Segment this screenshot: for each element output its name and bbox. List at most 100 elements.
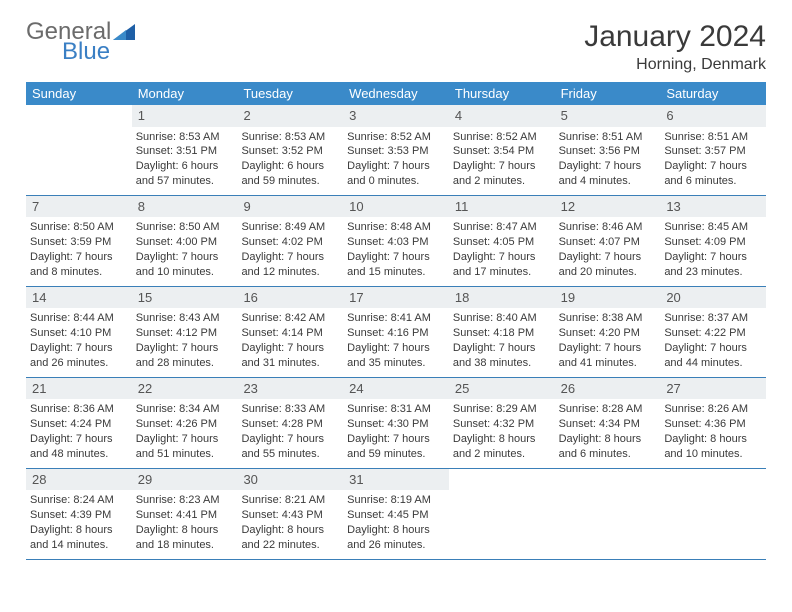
sunset-text: Sunset: 3:57 PM <box>664 144 762 159</box>
sunset-text: Sunset: 3:56 PM <box>559 144 657 159</box>
daylight-text: Daylight: 7 hours <box>347 341 445 356</box>
daylight-text: Daylight: 7 hours <box>347 159 445 174</box>
day-number: 21 <box>26 378 132 400</box>
sunrise-text: Sunrise: 8:43 AM <box>136 311 234 326</box>
daylight-text: Daylight: 6 hours <box>136 159 234 174</box>
sunrise-text: Sunrise: 8:51 AM <box>559 130 657 145</box>
day-cell: 16Sunrise: 8:42 AMSunset: 4:14 PMDayligh… <box>237 287 343 377</box>
sunrise-text: Sunrise: 8:38 AM <box>559 311 657 326</box>
day-number: 31 <box>343 469 449 491</box>
day-cell: 22Sunrise: 8:34 AMSunset: 4:26 PMDayligh… <box>132 378 238 468</box>
day-cell: 6Sunrise: 8:51 AMSunset: 3:57 PMDaylight… <box>660 105 766 195</box>
daylight-text: and 51 minutes. <box>136 447 234 462</box>
daylight-text: Daylight: 7 hours <box>559 341 657 356</box>
sunrise-text: Sunrise: 8:36 AM <box>30 402 128 417</box>
sunrise-text: Sunrise: 8:19 AM <box>347 493 445 508</box>
sunrise-text: Sunrise: 8:41 AM <box>347 311 445 326</box>
title-block: January 2024 Horning, Denmark <box>584 20 766 74</box>
sunset-text: Sunset: 3:52 PM <box>241 144 339 159</box>
sunset-text: Sunset: 4:22 PM <box>664 326 762 341</box>
dow-mon: Monday <box>132 82 238 105</box>
daylight-text: and 31 minutes. <box>241 356 339 371</box>
day-number: 13 <box>660 196 766 218</box>
day-cell: 17Sunrise: 8:41 AMSunset: 4:16 PMDayligh… <box>343 287 449 377</box>
dow-row: Sunday Monday Tuesday Wednesday Thursday… <box>26 82 766 105</box>
day-cell <box>26 105 132 195</box>
calendar: Sunday Monday Tuesday Wednesday Thursday… <box>26 82 766 560</box>
day-cell: 9Sunrise: 8:49 AMSunset: 4:02 PMDaylight… <box>237 196 343 286</box>
sunset-text: Sunset: 4:45 PM <box>347 508 445 523</box>
dow-sun: Sunday <box>26 82 132 105</box>
daylight-text: Daylight: 7 hours <box>664 250 762 265</box>
sunrise-text: Sunrise: 8:29 AM <box>453 402 551 417</box>
sunset-text: Sunset: 4:12 PM <box>136 326 234 341</box>
week-row: 21Sunrise: 8:36 AMSunset: 4:24 PMDayligh… <box>26 378 766 469</box>
day-number: 12 <box>555 196 661 218</box>
day-cell: 18Sunrise: 8:40 AMSunset: 4:18 PMDayligh… <box>449 287 555 377</box>
daylight-text: Daylight: 7 hours <box>453 341 551 356</box>
daylight-text: Daylight: 7 hours <box>136 250 234 265</box>
day-number: 1 <box>132 105 238 127</box>
sunrise-text: Sunrise: 8:46 AM <box>559 220 657 235</box>
day-cell: 15Sunrise: 8:43 AMSunset: 4:12 PMDayligh… <box>132 287 238 377</box>
sunrise-text: Sunrise: 8:53 AM <box>136 130 234 145</box>
sunrise-text: Sunrise: 8:50 AM <box>136 220 234 235</box>
sunrise-text: Sunrise: 8:40 AM <box>453 311 551 326</box>
sunset-text: Sunset: 4:00 PM <box>136 235 234 250</box>
day-number: 24 <box>343 378 449 400</box>
sunset-text: Sunset: 4:05 PM <box>453 235 551 250</box>
day-number: 8 <box>132 196 238 218</box>
daylight-text: Daylight: 7 hours <box>241 250 339 265</box>
daylight-text: and 55 minutes. <box>241 447 339 462</box>
day-cell: 20Sunrise: 8:37 AMSunset: 4:22 PMDayligh… <box>660 287 766 377</box>
week-row: 1Sunrise: 8:53 AMSunset: 3:51 PMDaylight… <box>26 105 766 196</box>
daylight-text: and 44 minutes. <box>664 356 762 371</box>
daylight-text: Daylight: 7 hours <box>347 432 445 447</box>
sunrise-text: Sunrise: 8:28 AM <box>559 402 657 417</box>
daylight-text: Daylight: 7 hours <box>30 250 128 265</box>
day-cell: 13Sunrise: 8:45 AMSunset: 4:09 PMDayligh… <box>660 196 766 286</box>
sunset-text: Sunset: 3:59 PM <box>30 235 128 250</box>
daylight-text: and 26 minutes. <box>347 538 445 553</box>
day-cell: 23Sunrise: 8:33 AMSunset: 4:28 PMDayligh… <box>237 378 343 468</box>
week-row: 14Sunrise: 8:44 AMSunset: 4:10 PMDayligh… <box>26 287 766 378</box>
day-cell: 3Sunrise: 8:52 AMSunset: 3:53 PMDaylight… <box>343 105 449 195</box>
sunrise-text: Sunrise: 8:33 AM <box>241 402 339 417</box>
sunrise-text: Sunrise: 8:49 AM <box>241 220 339 235</box>
daylight-text: and 59 minutes. <box>241 174 339 189</box>
daylight-text: and 10 minutes. <box>136 265 234 280</box>
daylight-text: Daylight: 8 hours <box>453 432 551 447</box>
day-number: 22 <box>132 378 238 400</box>
dow-wed: Wednesday <box>343 82 449 105</box>
day-number: 19 <box>555 287 661 309</box>
daylight-text: and 48 minutes. <box>30 447 128 462</box>
daylight-text: Daylight: 7 hours <box>559 250 657 265</box>
daylight-text: Daylight: 8 hours <box>241 523 339 538</box>
sunrise-text: Sunrise: 8:53 AM <box>241 130 339 145</box>
logo: GeneralBlue <box>26 20 135 64</box>
daylight-text: and 57 minutes. <box>136 174 234 189</box>
day-cell: 30Sunrise: 8:21 AMSunset: 4:43 PMDayligh… <box>237 469 343 559</box>
day-number: 2 <box>237 105 343 127</box>
logo-triangle-icon <box>113 24 135 44</box>
daylight-text: and 22 minutes. <box>241 538 339 553</box>
day-cell <box>660 469 766 559</box>
day-number: 14 <box>26 287 132 309</box>
daylight-text: and 6 minutes. <box>664 174 762 189</box>
sunset-text: Sunset: 4:07 PM <box>559 235 657 250</box>
day-cell <box>555 469 661 559</box>
day-number: 11 <box>449 196 555 218</box>
day-number: 30 <box>237 469 343 491</box>
daylight-text: and 14 minutes. <box>30 538 128 553</box>
sunset-text: Sunset: 4:02 PM <box>241 235 339 250</box>
day-number: 25 <box>449 378 555 400</box>
day-number: 18 <box>449 287 555 309</box>
daylight-text: Daylight: 7 hours <box>453 250 551 265</box>
sunset-text: Sunset: 4:20 PM <box>559 326 657 341</box>
sunrise-text: Sunrise: 8:47 AM <box>453 220 551 235</box>
sunrise-text: Sunrise: 8:42 AM <box>241 311 339 326</box>
sunset-text: Sunset: 3:54 PM <box>453 144 551 159</box>
daylight-text: and 0 minutes. <box>347 174 445 189</box>
day-number: 5 <box>555 105 661 127</box>
daylight-text: and 59 minutes. <box>347 447 445 462</box>
